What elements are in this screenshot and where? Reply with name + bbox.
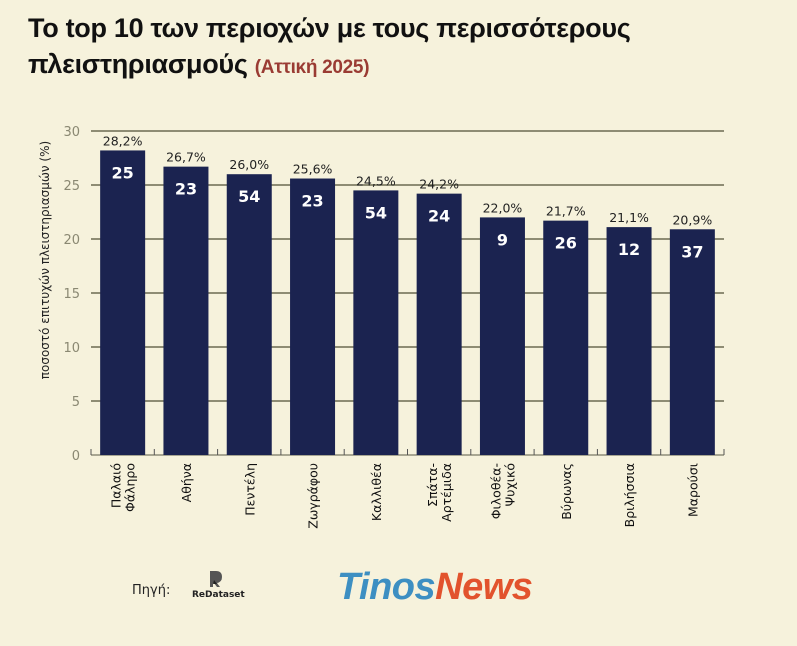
bar	[353, 190, 399, 455]
x-tick-label-line: Παλαιό	[109, 463, 124, 508]
chart-subtitle: (Αττική 2025)	[254, 57, 370, 78]
x-tick-label: Πεντέλη	[242, 463, 257, 516]
bar-count-label: 54	[238, 187, 260, 206]
bar-percent-label: 24,5%	[356, 173, 396, 188]
x-tick-label: Μαρούσι	[685, 463, 700, 517]
bar	[543, 220, 589, 455]
bar	[669, 229, 715, 455]
x-tick-label-line: Καλλιθέα	[369, 463, 384, 521]
y-tick-label: 10	[63, 341, 80, 356]
x-tick-label: Φιλοθέα- Ψυχικό	[488, 463, 517, 519]
x-tick-label-line: Βύρωνας	[559, 463, 574, 520]
bar	[163, 166, 209, 455]
bar-percent-label: 22,0%	[483, 200, 523, 215]
brand-part-tinos: Tinos	[337, 566, 436, 608]
x-tick-label-line: Πεντέλη	[242, 463, 257, 516]
y-tick-label: 0	[72, 449, 80, 464]
x-tick-label: Ζωγράφου	[306, 463, 321, 529]
bar-percent-label: 21,7%	[546, 204, 586, 219]
bar-count-label: 37	[681, 242, 703, 261]
x-tick-label: Σπάτα- Αρτέμιδα	[425, 463, 454, 522]
bar-percent-label: 24,2%	[419, 177, 459, 192]
bar-percent-label: 21,1%	[609, 210, 649, 225]
bars: 28,2% 25 26,7% 23 26,0% 54 25,6% 23 24,5% 54 24,2%…	[100, 133, 715, 455]
bar-count-label: 23	[175, 180, 197, 199]
x-tick-label: Βριλήσσια	[622, 463, 637, 527]
y-tick-label: 15	[63, 287, 80, 302]
bar	[290, 178, 336, 455]
x-tick-label-line: Φάληρο	[123, 463, 138, 512]
bar	[226, 174, 272, 455]
bar	[479, 217, 525, 455]
tinosnews-logo: TinosNews	[337, 566, 533, 609]
bar-count-label: 26	[555, 234, 577, 253]
x-tick-label-line: Αθήνα	[179, 463, 194, 502]
bar-count-label: 9	[497, 230, 508, 249]
bar-count-label: 25	[112, 163, 134, 182]
bar-count-label: 12	[618, 240, 640, 259]
source-label: Πηγή:	[132, 583, 171, 598]
redataset-logo-icon	[210, 571, 222, 587]
bar-count-label: 54	[365, 203, 387, 222]
x-tick-label: Αθήνα	[179, 463, 194, 502]
bar-percent-label: 26,7%	[166, 150, 206, 165]
bar-percent-label: 28,2%	[103, 133, 143, 148]
x-axis-labels: Παλαιό Φάληρο Αθήνα Πεντέλη Ζωγράφου Καλλιθέα…	[109, 463, 701, 529]
y-axis-ticks: 0 5 10 15 20 25 30	[63, 125, 80, 464]
bar	[100, 150, 146, 455]
bar-percent-label: 20,9%	[672, 212, 712, 227]
redataset-logo: ReDataset	[192, 570, 252, 606]
brand-part-news: News	[435, 566, 533, 608]
y-tick-label: 5	[72, 395, 80, 410]
x-tick-label-line: Φιλοθέα-	[488, 463, 503, 519]
y-axis-label: ποσοστό επιτυχών πλειστηριασμών (%)	[38, 141, 52, 379]
bar	[606, 227, 652, 455]
x-tick-label: Βύρωνας	[559, 463, 574, 520]
bar-percent-label: 25,6%	[293, 162, 333, 177]
bar-count-label: 24	[428, 207, 450, 226]
bar	[416, 193, 462, 455]
x-tick-label-line: Βριλήσσια	[622, 463, 637, 527]
y-tick-label: 25	[63, 179, 80, 194]
y-tick-label: 30	[63, 125, 80, 140]
x-tick-label-line: Ζωγράφου	[306, 463, 321, 529]
redataset-logo-text: ReDataset	[192, 590, 245, 600]
x-tick-label: Καλλιθέα	[369, 463, 384, 521]
chart-title: Το top 10 των περιοχών με τους περισσότε…	[28, 10, 788, 86]
bar-count-label: 23	[301, 192, 323, 211]
x-tick-label: Παλαιό Φάληρο	[109, 463, 138, 512]
x-tick-label-line: Αρτέμιδα	[439, 463, 454, 522]
bar-percent-label: 26,0%	[229, 157, 269, 172]
chart-title-main: Το top 10 των περιοχών με τους περισσότε…	[28, 13, 631, 79]
x-tick-label-line: Σπάτα-	[425, 463, 440, 507]
x-tick-label-line: Μαρούσι	[685, 463, 700, 517]
y-tick-label: 20	[63, 233, 80, 248]
x-tick-label-line: Ψυχικό	[502, 463, 517, 507]
